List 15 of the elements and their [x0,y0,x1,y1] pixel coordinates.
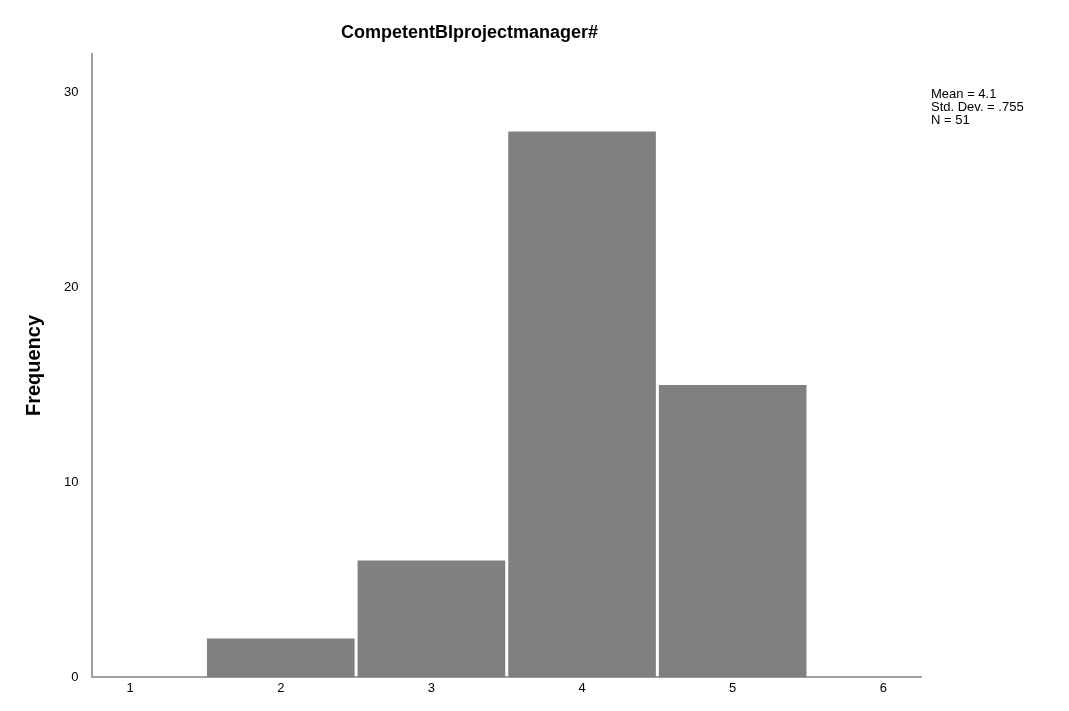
y-tick-label: 20 [63,279,79,295]
text: Mean = 4.1 [931,86,997,102]
chart-title: CompetentBIprojectmanager# [340,21,599,42]
x-tick-label: 1 [126,679,134,695]
y-tick-label: 30 [63,84,79,100]
x-tick-label: 6 [879,679,887,695]
x-tick-label: 4 [578,679,586,695]
text: Std. Dev. = .755 [931,99,1024,115]
x-tick-label: 3 [427,679,436,695]
text: N = 51 [931,112,970,128]
x-tick-label: 5 [729,679,737,695]
y-tick-label: 10 [63,474,79,490]
x-tick-label: 2 [277,679,285,695]
y-tick-label: 0 [71,668,79,684]
y-axis-title: Frequency [21,314,44,417]
